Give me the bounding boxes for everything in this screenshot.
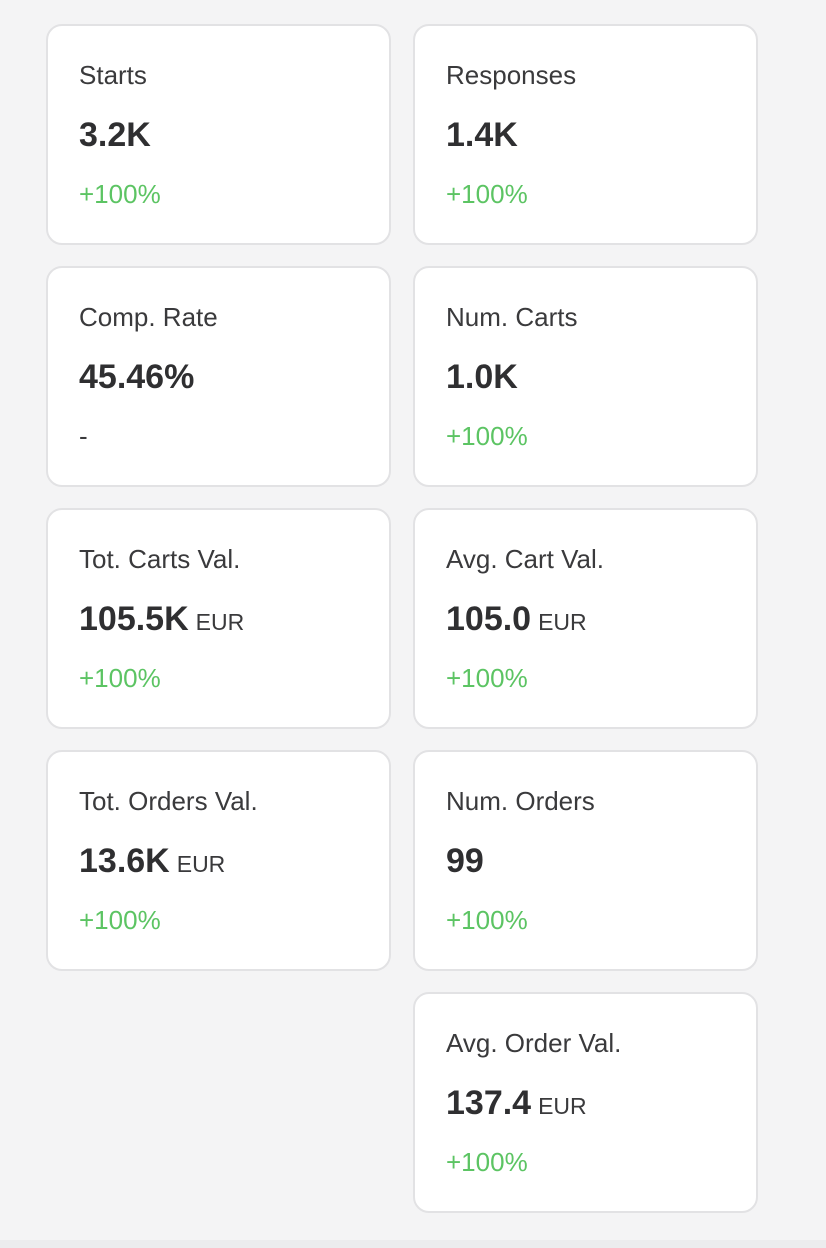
metric-card-starts: Starts 3.2K +100% xyxy=(46,24,391,245)
metric-label: Tot. Orders Val. xyxy=(79,786,258,816)
metric-unit: EUR xyxy=(195,609,245,635)
metric-change: +100% xyxy=(446,1147,528,1177)
metric-change: - xyxy=(79,421,88,451)
metric-label: Comp. Rate xyxy=(79,302,218,332)
metric-change: +100% xyxy=(79,663,161,693)
metric-change: +100% xyxy=(446,663,528,693)
metric-value-row: 45.46% xyxy=(79,360,194,394)
metric-change: +100% xyxy=(79,179,161,209)
metric-label: Tot. Carts Val. xyxy=(79,544,241,574)
metric-value-row: 13.6K EUR xyxy=(79,844,225,878)
metric-unit: EUR xyxy=(176,851,226,877)
metric-change: +100% xyxy=(79,905,161,935)
metric-value: 13.6K xyxy=(79,842,170,880)
metric-label: Avg. Cart Val. xyxy=(446,544,604,574)
metric-card-total-orders-value: Tot. Orders Val. 13.6K EUR +100% xyxy=(46,750,391,971)
metric-card-total-carts-value: Tot. Carts Val. 105.5K EUR +100% xyxy=(46,508,391,729)
metric-card-completion-rate: Comp. Rate 45.46% - xyxy=(46,266,391,487)
metric-label: Starts xyxy=(79,60,147,90)
metric-label: Num. Carts xyxy=(446,302,578,332)
metric-card-num-carts: Num. Carts 1.0K +100% xyxy=(413,266,758,487)
metric-value-row: 1.0K xyxy=(446,360,518,394)
metric-card-responses: Responses 1.4K +100% xyxy=(413,24,758,245)
metric-value: 137.4 xyxy=(446,1084,532,1122)
metric-value: 105.0 xyxy=(446,600,532,638)
metric-value-row: 1.4K xyxy=(446,118,518,152)
bottom-divider xyxy=(0,1240,826,1248)
metric-unit: EUR xyxy=(538,1093,587,1119)
metric-value: 1.0K xyxy=(446,358,518,396)
metric-card-num-orders: Num. Orders 99 +100% xyxy=(413,750,758,971)
metric-value-row: 99 xyxy=(446,844,484,878)
metric-unit: EUR xyxy=(538,609,587,635)
metric-card-avg-order-value: Avg. Order Val. 137.4 EUR +100% xyxy=(413,992,758,1213)
metric-value: 99 xyxy=(446,842,484,880)
metric-value-row: 105.0 EUR xyxy=(446,602,587,636)
metric-change: +100% xyxy=(446,905,528,935)
metric-label: Num. Orders xyxy=(446,786,595,816)
metric-value: 45.46% xyxy=(79,358,195,396)
metric-label: Avg. Order Val. xyxy=(446,1028,622,1058)
metric-value-row: 137.4 EUR xyxy=(446,1086,587,1120)
metric-change: +100% xyxy=(446,179,528,209)
metric-value: 1.4K xyxy=(446,116,518,154)
metric-value-row: 3.2K xyxy=(79,118,151,152)
metric-value: 3.2K xyxy=(79,116,151,154)
metric-card-avg-cart-value: Avg. Cart Val. 105.0 EUR +100% xyxy=(413,508,758,729)
metric-label: Responses xyxy=(446,60,577,90)
metric-change: +100% xyxy=(446,421,528,451)
metric-value-row: 105.5K EUR xyxy=(79,602,244,636)
metric-value: 105.5K xyxy=(79,600,189,638)
